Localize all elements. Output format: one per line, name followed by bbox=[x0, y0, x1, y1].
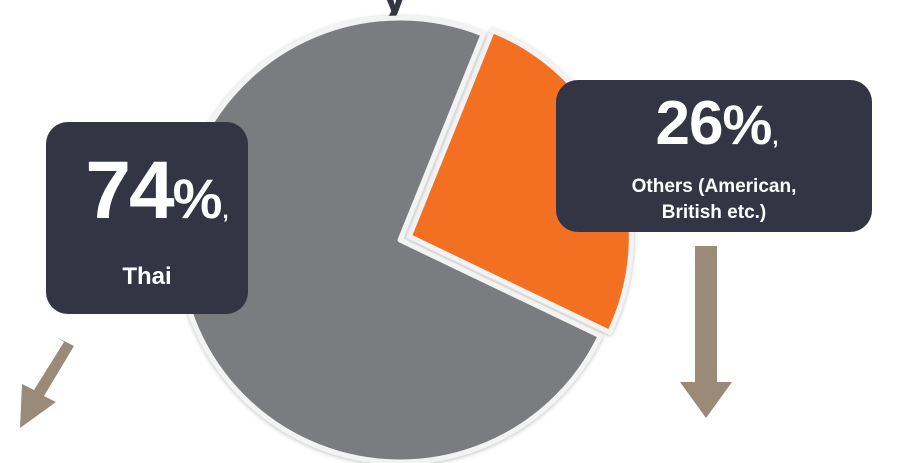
callout-others: 26%, Others (American, British etc.) bbox=[556, 80, 872, 232]
arrow-down-shape bbox=[680, 246, 732, 418]
thai-comma: , bbox=[222, 198, 229, 223]
others-label: Others (American, British etc.) bbox=[556, 174, 872, 226]
others-label-line1: Others (American, bbox=[631, 176, 797, 197]
arrow-down-left-shape bbox=[20, 338, 74, 428]
others-percent-value: 26 bbox=[655, 89, 724, 158]
others-percent-sign: % bbox=[722, 93, 773, 156]
callout-thai: 74%, Thai bbox=[46, 122, 248, 314]
pie-slice-thai bbox=[175, 15, 603, 463]
arrow-down-icon bbox=[680, 246, 732, 418]
thai-label: Thai bbox=[122, 263, 172, 290]
others-comma: , bbox=[772, 124, 779, 149]
thai-percent-value: 74 bbox=[85, 145, 174, 236]
thai-percent-sign: % bbox=[172, 167, 223, 230]
others-label-line2: British etc.) bbox=[661, 202, 767, 223]
arrow-down-left-icon bbox=[20, 338, 74, 428]
